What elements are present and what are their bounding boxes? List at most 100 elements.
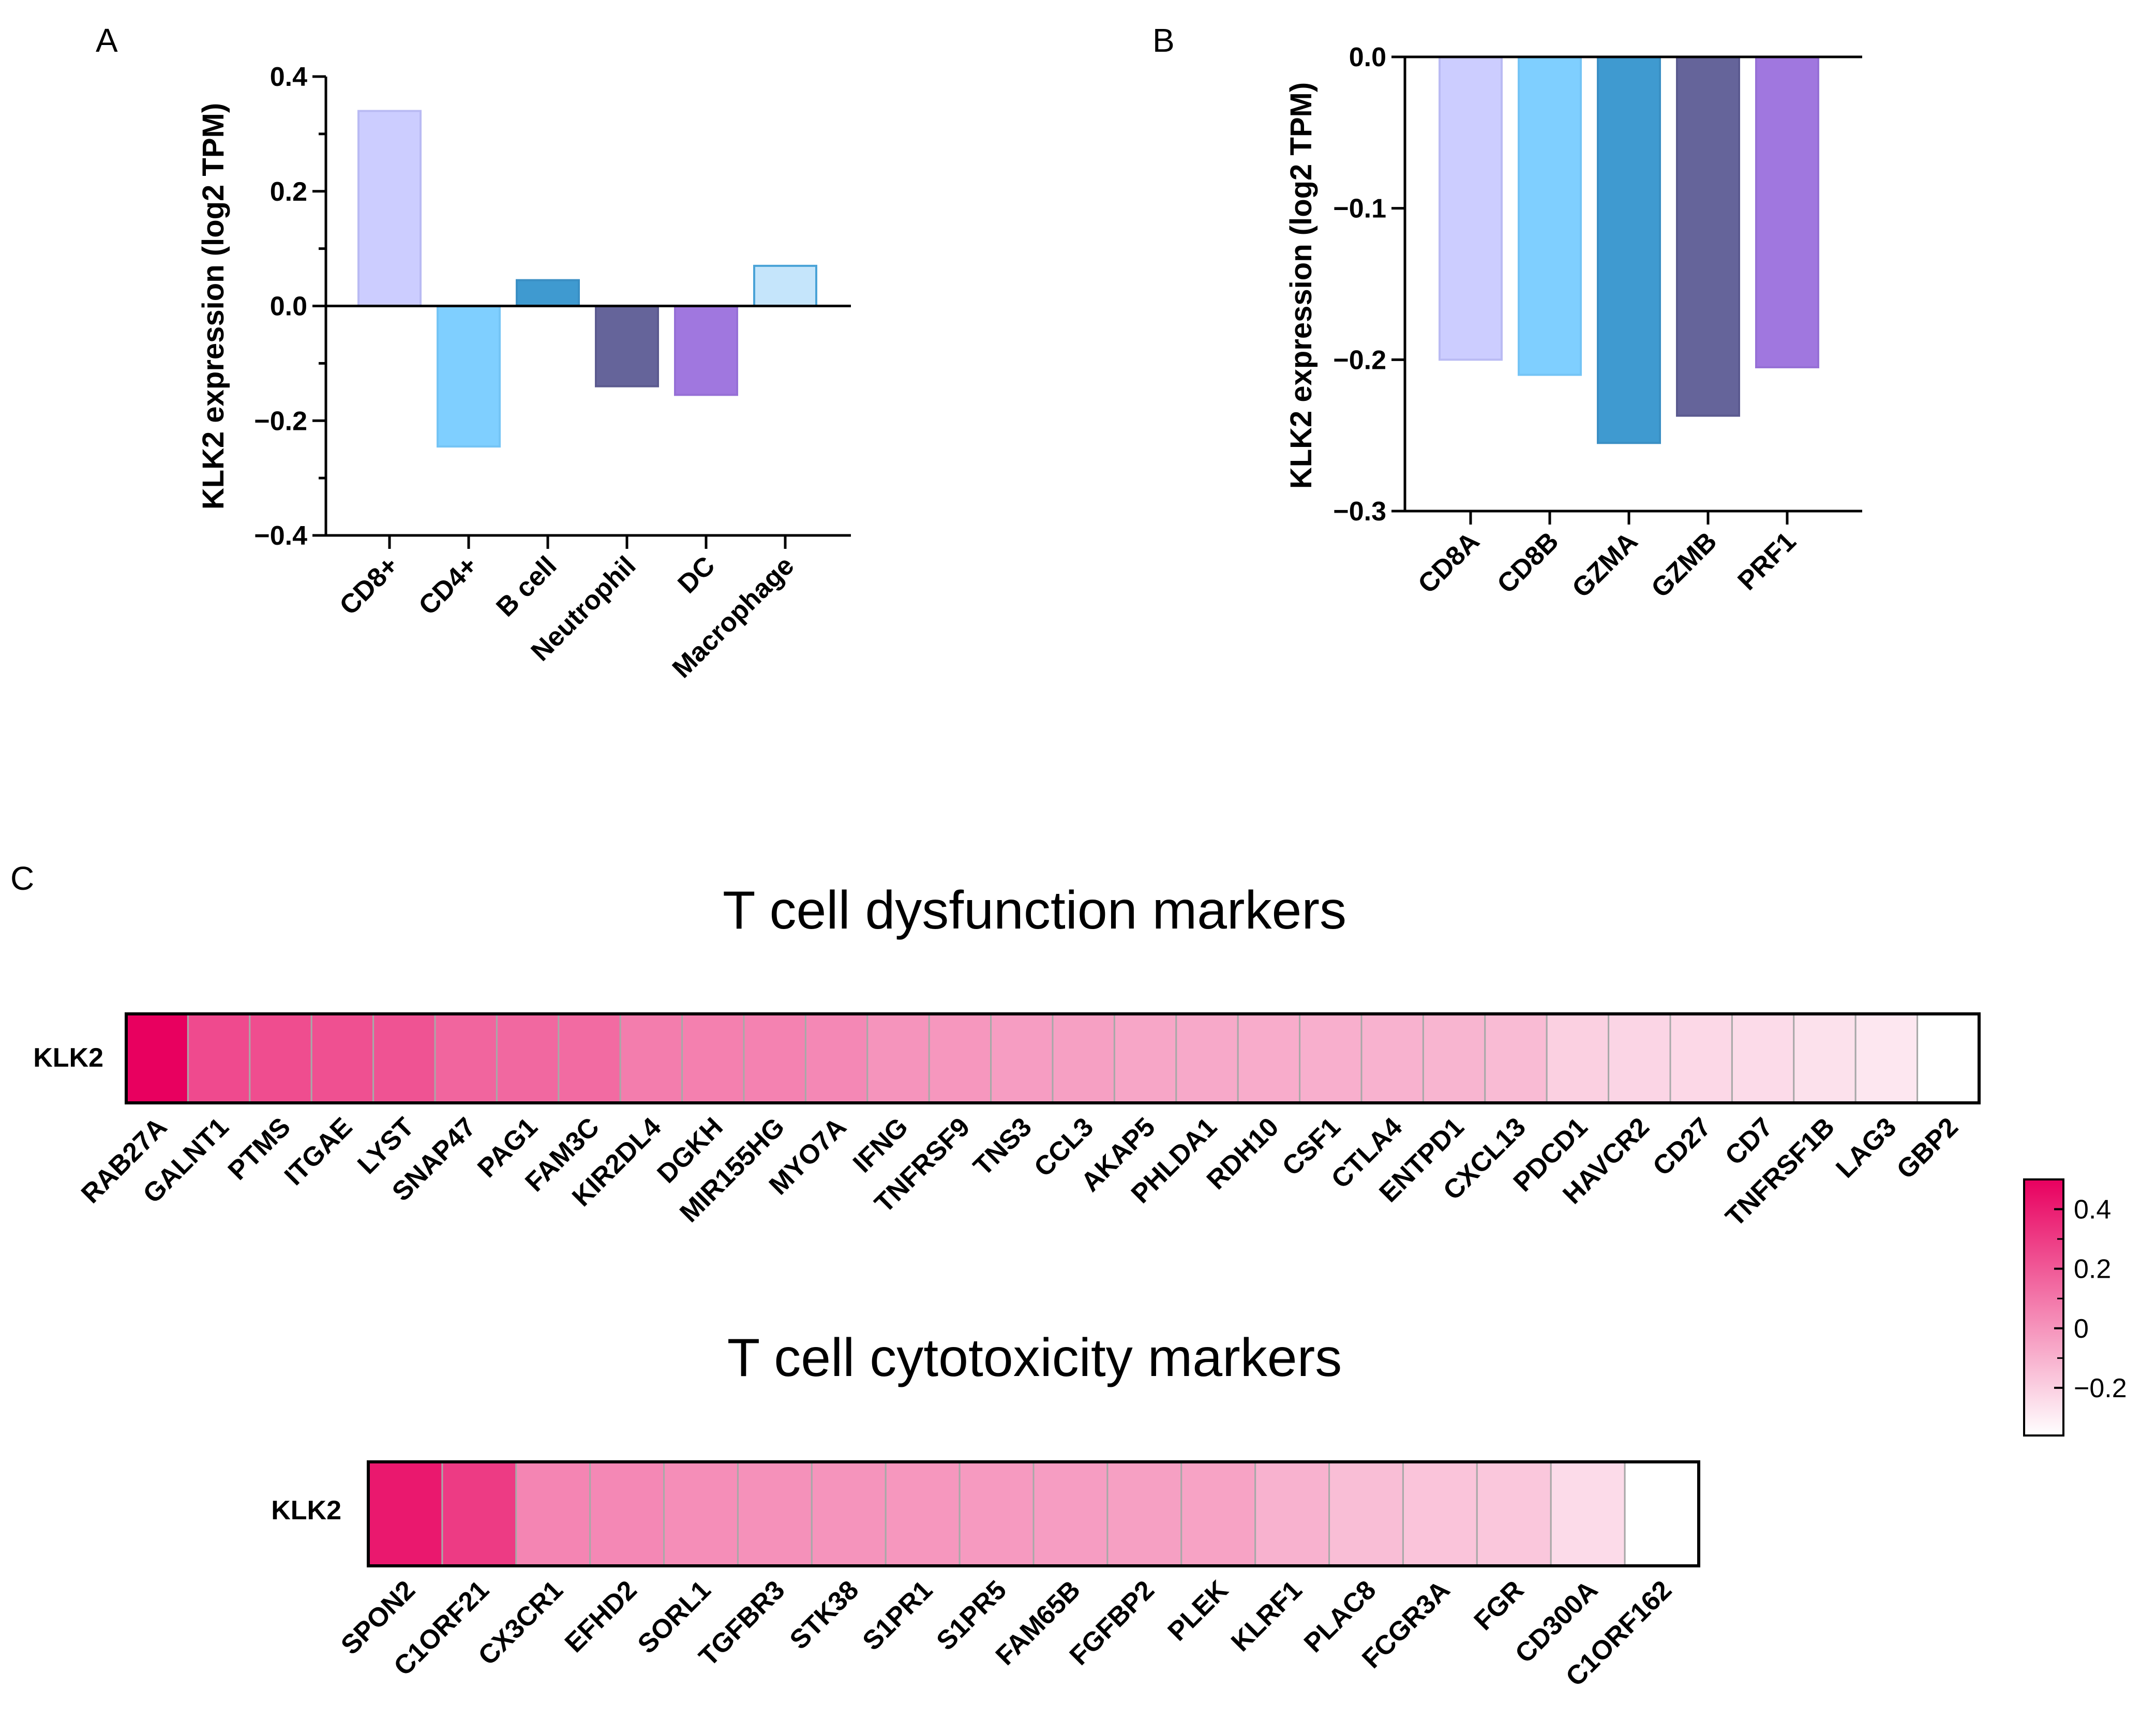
heatmap-cytotoxicity-cell-c1orf162 [1624, 1461, 1700, 1567]
chartb-ytick-label: −0.1 [1333, 194, 1386, 224]
heatmap-dysfunction-cell-tnfrsf9 [928, 1013, 992, 1104]
heatmap-dysfunction-cell-cd7 [1731, 1013, 1795, 1104]
chartb-xtick-label: PRF1 [1732, 526, 1802, 596]
heatmap-dysfunction-column-label: TNS3 [968, 1112, 1038, 1181]
chart-a-ylabel: KLK2 expression (log2 TPM) [197, 103, 230, 510]
heatmap-dysfunction-cell-lyst [372, 1013, 436, 1104]
heatmap-dysfunction-column-label: GBP2 [1891, 1112, 1964, 1185]
heatmap-dysfunction-cell-lag3 [1854, 1013, 1919, 1104]
colorbar-tick-label: 0.4 [2074, 1195, 2111, 1225]
panel-letter-c: C [10, 860, 34, 897]
colorbar: 0.4 0.2 0 −0.2 [2023, 1178, 2127, 1437]
heatmap-dysfunction-cell-fam3c [558, 1013, 621, 1104]
heatmap-cytotoxicity-cell-efhd2 [589, 1461, 665, 1567]
heatmap-dysfunction-cell-ctla4 [1360, 1013, 1424, 1104]
heatmap-dysfunction-column-label: ITGAE [279, 1112, 358, 1191]
heatmap-dysfunction-title: T cell dysfunction markers [723, 880, 1346, 940]
heatmap-dysfunction-cell-ccl3 [1052, 1013, 1115, 1104]
heatmap-cytotoxicity-cell-sorl1 [663, 1461, 739, 1567]
heatmap-cytotoxicity-cell-tgfbr3 [737, 1461, 813, 1567]
heatmap-dysfunction-cell-mir155hg [743, 1013, 806, 1104]
heatmap-dysfunction-cell-csf1 [1299, 1013, 1363, 1104]
heatmap-cytotoxicity-cell-stk38 [811, 1461, 887, 1567]
charta-xtick-label: CD4+ [413, 550, 483, 621]
chartb-ytick-label: 0.0 [1349, 42, 1386, 72]
heatmap-dysfunction-cell-galnt1 [187, 1013, 251, 1104]
heatmap-dysfunction-cell-myo7a [804, 1013, 869, 1104]
heatmap-cytotoxicity-cell-fcgr3a [1402, 1461, 1478, 1567]
heatmap-cytotoxicity-cell-cd300a [1550, 1461, 1626, 1567]
chartb-ytick-label: −0.2 [1333, 345, 1386, 375]
chartb-xtick-label: GZMB [1645, 526, 1723, 603]
charta-ytick-label: −0.2 [254, 406, 307, 436]
heatmap-cytotoxicity-cell-spon2 [367, 1461, 443, 1567]
charta-ytick-label: 0.4 [270, 62, 307, 92]
heatmap-cytotoxicity-cell-fam65b [1032, 1461, 1109, 1567]
colorbar-tick-label: 0.2 [2074, 1254, 2111, 1284]
heatmap-cytotoxicity-column-label: S1PR1 [857, 1575, 939, 1656]
charta-bar-macrophage [753, 264, 817, 307]
heatmap-dysfunction-cell-snap47 [434, 1013, 498, 1104]
charta-xtick-label: B cell [490, 550, 562, 622]
heatmap-cytotoxicity-column-label: STK38 [784, 1575, 864, 1655]
heatmap-cytotoxicity: T cell cytotoxicity markers KLK2 SPON2C1… [271, 1328, 1700, 1692]
heatmap-dysfunction-cell-phlda1 [1175, 1013, 1239, 1104]
heatmap-dysfunction-cell-tns3 [990, 1013, 1054, 1104]
heatmap-dysfunction-cell-tnfrsf1b [1793, 1013, 1856, 1104]
colorbar-tick-label: −0.2 [2074, 1373, 2127, 1403]
heatmap-cytotoxicity-border [367, 1460, 1700, 1567]
heatmap-cytotoxicity-column-label: PLEK [1162, 1575, 1234, 1647]
bar-chart-a: KLK2 expression (log2 TPM) 0.4 0.2 0.0 −0.2… [197, 62, 851, 684]
charta-ytick-label: 0.2 [270, 177, 307, 207]
charta-bar-cd8- [357, 110, 422, 307]
heatmap-dysfunction-column-label: CD27 [1647, 1112, 1717, 1181]
heatmap-dysfunction-cell-cd27 [1669, 1013, 1733, 1104]
heatmap-cytotoxicity-column-label: KLRF1 [1225, 1575, 1308, 1657]
heatmap-cytotoxicity-cell-fgr [1476, 1461, 1552, 1567]
chartb-xtick-label: GZMA [1566, 526, 1643, 603]
chartb-xtick-label: CD8A [1412, 526, 1485, 599]
heatmap-dysfunction-cell-pdcd1 [1546, 1013, 1610, 1104]
chartb-bar-cd8a [1439, 56, 1503, 361]
heatmap-dysfunction-cell-akap5 [1113, 1013, 1177, 1104]
heatmap-cytotoxicity-cell-klrf1 [1254, 1461, 1330, 1567]
charta-bar-b-cell [516, 279, 580, 307]
heatmap-cytotoxicity-cell-plac8 [1328, 1461, 1404, 1567]
chartb-bar-cd8b [1518, 56, 1582, 376]
chartb-ytick-label: −0.3 [1333, 497, 1386, 527]
chartb-bar-gzma [1597, 56, 1661, 444]
colorbar-tick-label: 0 [2074, 1314, 2089, 1344]
colorbar-gradient [2023, 1178, 2064, 1437]
charta-bar-neutrophil [595, 305, 659, 387]
heatmap-dysfunction-cell-rab27a [125, 1013, 189, 1104]
panel-letter-a: A [96, 22, 118, 59]
chartb-xtick-label: CD8B [1491, 526, 1564, 599]
heatmap-cytotoxicity-title: T cell cytotoxicity markers [727, 1328, 1342, 1388]
heatmap-cytotoxicity-cell-cx3cr1 [515, 1461, 591, 1567]
heatmap-cytotoxicity-row-label: KLK2 [271, 1495, 341, 1525]
panel-letter-b: B [1152, 22, 1175, 59]
heatmap-cytotoxicity-column-label: FGR [1469, 1575, 1530, 1636]
bar-chart-b: KLK2 expression (log2 TPM) 0.0 −0.1 −0.2 −0… [1284, 42, 1862, 604]
heatmap-dysfunction-cell-ptms [249, 1013, 312, 1104]
heatmap-dysfunction-cell-rdh10 [1237, 1013, 1301, 1104]
charta-bar-dc [674, 305, 738, 396]
heatmap-cytotoxicity-cell-c1orf21 [441, 1461, 517, 1567]
charta-xtick-label: CD8+ [334, 550, 404, 621]
heatmap-cytotoxicity-cell-plek [1180, 1461, 1256, 1567]
heatmap-dysfunction-column-label: LAG3 [1830, 1112, 1902, 1184]
heatmap-cytotoxicity-column-label: EFHD2 [559, 1575, 643, 1658]
heatmap-dysfunction-cell-cxcl13 [1484, 1013, 1548, 1104]
chart-b-ylabel: KLK2 expression (log2 TPM) [1284, 82, 1318, 489]
heatmap-cytotoxicity-cell-s1pr5 [959, 1461, 1035, 1567]
heatmap-dysfunction-border [125, 1012, 1981, 1104]
heatmap-dysfunction-row-label: KLK2 [33, 1043, 103, 1073]
chartb-bar-gzmb [1676, 56, 1740, 417]
heatmap-dysfunction: T cell dysfunction markers KLK2 RAB27AGA… [33, 880, 1981, 1233]
heatmap-dysfunction-cell-entpd1 [1422, 1013, 1486, 1104]
heatmap-dysfunction-cell-kir2dl4 [619, 1013, 683, 1104]
heatmap-cytotoxicity-cell-fgfbp2 [1106, 1461, 1182, 1567]
heatmap-dysfunction-cell-havcr2 [1608, 1013, 1671, 1104]
chartb-bar-prf1 [1755, 56, 1819, 368]
charta-ytick-label: −0.4 [254, 521, 307, 551]
